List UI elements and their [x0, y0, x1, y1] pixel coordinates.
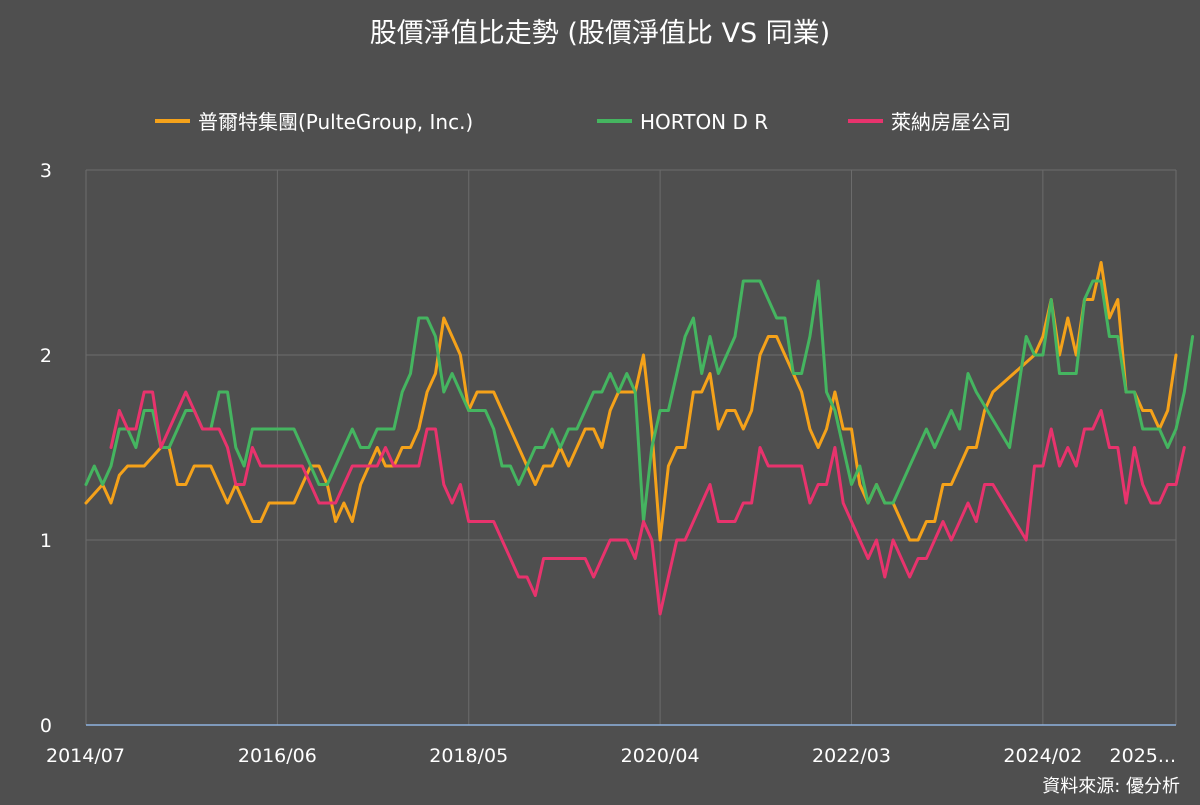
source-note: 資料來源: 優分析 [1042, 776, 1180, 797]
y-tick-label: 2 [40, 345, 52, 367]
legend-label-pulte: 普爾特集團(PulteGroup, Inc.) [198, 110, 473, 134]
x-tick-label: 2014/07 [46, 745, 125, 767]
series-line-1 [84, 279, 1195, 523]
x-tick-label: 2025... [1110, 745, 1176, 767]
x-tick-label: 2020/04 [621, 745, 700, 767]
grid [85, 169, 1177, 725]
y-tick-label: 3 [40, 160, 52, 182]
y-axis-ticks: 0 1 2 3 [40, 160, 52, 737]
series-lines [84, 261, 1195, 616]
x-axis-ticks: 2014/07 2016/06 2018/05 2020/04 2022/03 2024/… [46, 745, 1176, 767]
y-tick-label: 1 [40, 530, 52, 552]
legend-label-horton: HORTON D R [640, 110, 768, 134]
chart-title: 股價淨值比走勢 (股價淨值比 VS 同業) [370, 18, 830, 49]
series-line-0 [84, 261, 1178, 542]
x-tick-label: 2024/02 [1003, 745, 1082, 767]
legend-label-lennar: 萊納房屋公司 [891, 110, 1011, 134]
y-tick-label: 0 [40, 715, 52, 737]
x-tick-label: 2018/05 [429, 745, 508, 767]
series-line-2 [109, 390, 1186, 616]
legend: 普爾特集團(PulteGroup, Inc.) HORTON D R 萊納房屋公… [155, 110, 1011, 134]
x-tick-label: 2022/03 [812, 745, 891, 767]
x-tick-label: 2016/06 [238, 745, 317, 767]
